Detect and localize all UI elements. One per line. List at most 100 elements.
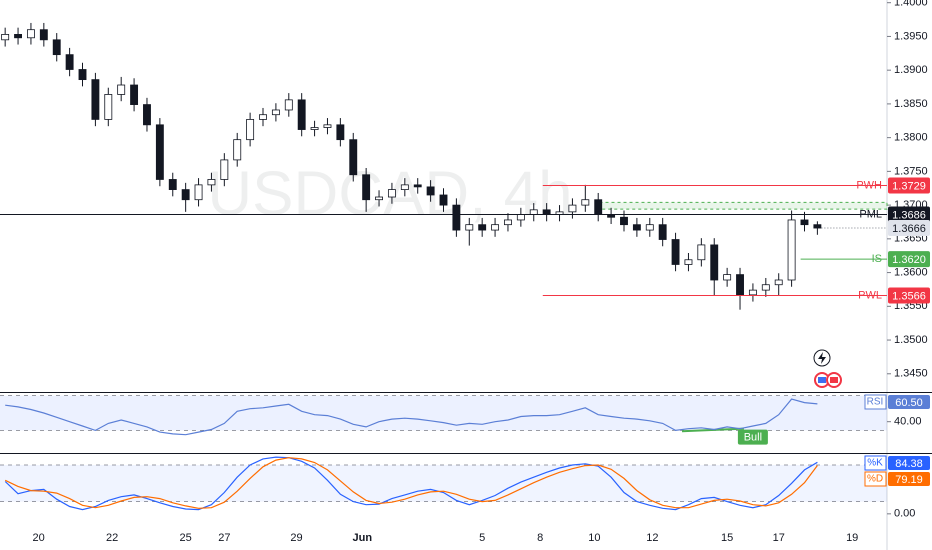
candle-body xyxy=(130,84,139,105)
candle-body xyxy=(710,244,719,281)
candle-body xyxy=(246,119,255,141)
legend-value-box xyxy=(888,472,930,486)
x-tick-label: 10 xyxy=(588,532,600,544)
candle-body xyxy=(645,224,654,231)
candle-body xyxy=(91,79,100,120)
candle-body xyxy=(194,184,203,201)
legend-value: 79.19 xyxy=(895,474,923,486)
legend-value: 84.38 xyxy=(895,458,923,470)
y-tick-label: 1.3450 xyxy=(894,368,928,380)
candle-body xyxy=(439,194,448,206)
x-tick-label: 29 xyxy=(290,532,302,544)
candle-body xyxy=(413,184,422,188)
candle-body xyxy=(594,199,603,215)
candle-body xyxy=(684,259,693,265)
candle-body xyxy=(671,239,680,265)
indicator-line xyxy=(5,398,818,436)
legend-name: %K xyxy=(867,458,883,469)
divergence-line xyxy=(681,427,744,433)
price-tag-label: 1.3729 xyxy=(892,180,926,192)
candle-body xyxy=(310,127,319,130)
candle-body xyxy=(504,219,512,226)
x-tick-label: 8 xyxy=(537,532,543,544)
candle-body xyxy=(426,186,435,196)
candle-body xyxy=(387,189,396,198)
level-name: PWL xyxy=(858,289,882,301)
candle-body xyxy=(117,84,126,95)
candle-body xyxy=(284,99,293,111)
indicator-line xyxy=(4,457,818,509)
x-tick-label: 5 xyxy=(479,532,485,544)
price-tag-label: 1.3566 xyxy=(892,290,926,302)
price-tag-label: 1.3666 xyxy=(892,223,926,235)
candle-body xyxy=(516,214,525,221)
candle-body xyxy=(568,204,577,213)
y-tick-label: 1.3850 xyxy=(894,98,928,110)
y-tick-label: 0.00 xyxy=(894,508,915,520)
flag-glyph xyxy=(830,377,838,383)
legend-value-box xyxy=(888,395,930,409)
y-tick-label: 40.00 xyxy=(894,416,922,428)
candle-body xyxy=(52,39,61,56)
candle-body xyxy=(697,244,706,261)
price-tag xyxy=(888,287,930,304)
y-tick-label: 1.3950 xyxy=(894,30,928,42)
legend-key xyxy=(864,471,887,487)
candle-body xyxy=(271,109,280,116)
y-tick-label: 1.3500 xyxy=(894,334,928,346)
candle-body xyxy=(14,34,22,39)
candle-body xyxy=(143,104,151,126)
y-tick-label: 1.4000 xyxy=(894,0,928,9)
candle-body xyxy=(491,224,500,231)
candle-body xyxy=(78,69,87,81)
candle-body xyxy=(104,94,113,120)
candle-body xyxy=(1,34,10,41)
candle-body xyxy=(207,179,216,186)
x-tick-label: 22 xyxy=(106,532,118,544)
band-fill xyxy=(0,395,887,431)
candle-body xyxy=(259,114,267,120)
x-tick-label: 12 xyxy=(646,532,658,544)
legend-value: 60.50 xyxy=(895,397,923,409)
price-tag-label: 1.3620 xyxy=(892,254,926,266)
legend-value-box xyxy=(888,456,930,470)
legend-name: %D xyxy=(867,474,883,485)
candle-body xyxy=(581,199,590,206)
legend-name: RSI xyxy=(867,397,884,408)
annotation-box xyxy=(737,429,768,445)
candle-body xyxy=(723,274,732,281)
level-name: IS xyxy=(872,253,882,265)
x-tick-label: 19 xyxy=(846,532,858,544)
candle-body xyxy=(65,54,74,70)
candle-body xyxy=(323,124,332,128)
candle-body xyxy=(155,124,164,180)
legend-key xyxy=(864,394,887,410)
candle-body xyxy=(336,124,345,141)
candle-body xyxy=(233,139,242,161)
price-tag xyxy=(888,206,930,223)
price-tag xyxy=(888,220,930,237)
candle-body xyxy=(362,174,371,201)
price-tag-label: 1.3686 xyxy=(892,209,926,221)
event-icons[interactable] xyxy=(813,349,842,388)
level-name: PWH xyxy=(856,179,882,191)
candle-body xyxy=(478,224,487,231)
candle-body xyxy=(632,224,641,231)
y-tick-label: 1.3900 xyxy=(894,64,928,76)
candle-body xyxy=(658,224,667,240)
price-tag xyxy=(888,177,930,194)
x-tick-label: 25 xyxy=(180,532,192,544)
x-tick-label: Jun xyxy=(352,532,372,544)
band-fill xyxy=(0,464,887,502)
candle-body xyxy=(736,274,744,296)
candle-body xyxy=(400,184,409,190)
candle-body xyxy=(620,216,628,226)
lightning-glyph xyxy=(818,352,826,364)
x-tick-label: 27 xyxy=(218,532,230,544)
candle-body xyxy=(181,189,190,201)
x-tick-label: 20 xyxy=(33,532,45,544)
legend-key xyxy=(864,455,887,471)
candle-body xyxy=(748,289,757,296)
candle-body xyxy=(529,209,538,215)
x-tick-label: 17 xyxy=(773,532,785,544)
